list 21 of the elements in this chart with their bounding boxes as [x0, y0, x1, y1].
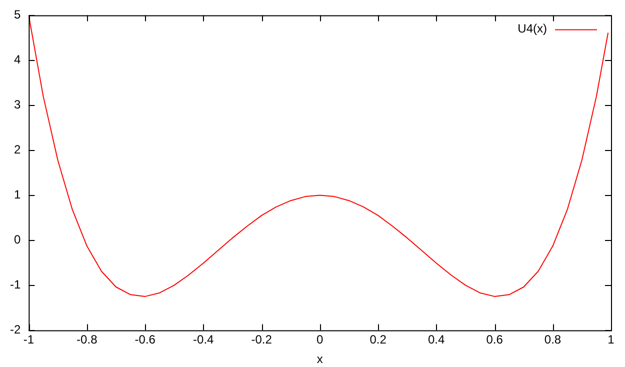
x-tick-label: 0.2 — [370, 332, 387, 347]
x-axis-title: x — [316, 352, 323, 366]
legend-label: U4(x) — [518, 22, 547, 36]
x-tick-label: 0.4 — [428, 332, 445, 347]
x-tick-label: -0.4 — [193, 332, 214, 347]
y-tick-label: 1 — [14, 188, 21, 202]
x-tick-label: 1 — [608, 332, 615, 347]
x-tick-label: 0.8 — [544, 332, 562, 347]
x-tick-label: 0 — [316, 332, 324, 347]
y-tick-label: 2 — [14, 142, 21, 157]
y-tick-label: -2 — [10, 322, 21, 337]
y-tick-label: 3 — [14, 98, 21, 112]
x-tick-label: -0.6 — [134, 332, 156, 347]
y-tick-label: -1 — [10, 278, 21, 292]
x-tick-label: -1 — [23, 332, 34, 347]
y-tick-label: 0 — [14, 232, 21, 247]
y-tick-label: 4 — [14, 52, 21, 67]
x-tick-label: -0.8 — [76, 332, 98, 347]
y-tick-label: 5 — [14, 8, 21, 22]
x-tick-label: -0.2 — [251, 332, 272, 347]
x-tick-label: 0.6 — [486, 332, 504, 347]
